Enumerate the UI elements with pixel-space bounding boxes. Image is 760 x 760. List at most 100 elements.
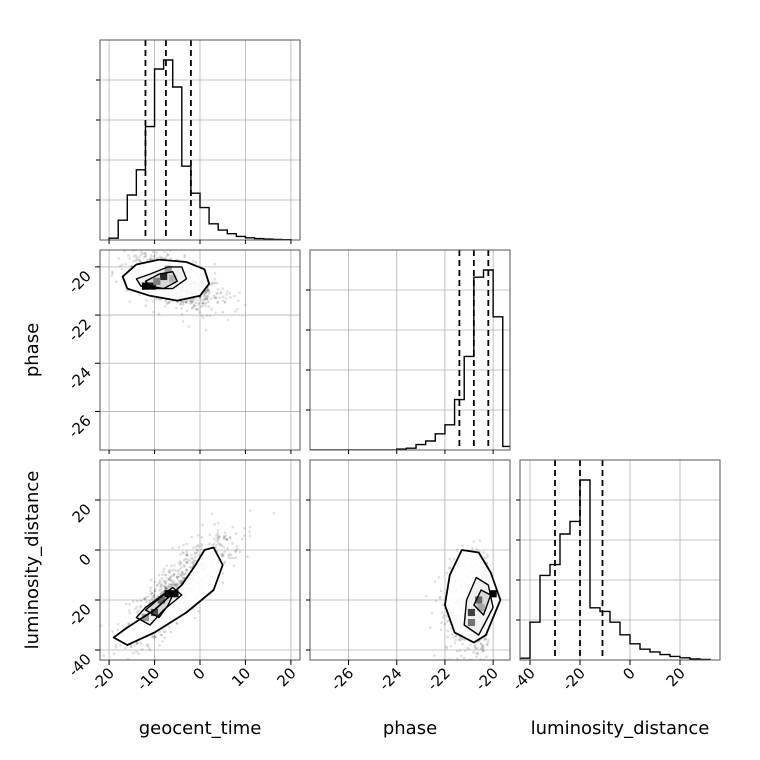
scatter-point [194,261,198,264]
scatter-point [229,556,233,560]
scatter-point [242,534,246,537]
scatter-point [152,594,156,598]
scatter-point [148,648,152,652]
scatter-point [185,542,189,546]
scatter-point [233,294,236,298]
scatter-point [114,643,118,647]
scatter-point [472,650,475,654]
scatter-point [206,294,210,298]
scatter-point [202,316,205,320]
scatter-point [154,635,158,639]
y-tick-label: 20 [69,500,95,526]
contour-line [473,589,492,616]
scatter-point [168,585,171,589]
scatter-point [162,590,166,593]
scatter-point [118,264,122,268]
scatter-point [194,307,198,311]
scatter-point [193,616,197,620]
scatter-point [123,250,126,253]
scatter-point [164,574,168,577]
scatter-point [215,281,219,285]
scatter-point [153,636,156,639]
panel-frame [309,249,511,451]
scatter-point [135,650,138,654]
scatter-point [140,648,144,651]
scatter-point [485,655,488,659]
scatter-point [458,649,462,652]
scatter-point [210,281,214,285]
scatter-point [144,596,148,599]
scatter-point [221,295,225,299]
scatter-point [110,274,114,277]
scatter-point [128,257,132,260]
scatter-point [188,565,192,569]
scatter-point [135,641,139,645]
scatter-point [157,581,161,585]
scatter-point [177,546,181,549]
scatter-point [163,580,167,583]
scatter-point [194,301,198,305]
panel-joint1 [100,460,300,660]
scatter-point [153,590,157,593]
scatter-point [128,602,131,606]
scatter-point [137,293,141,296]
scatter-point [452,635,455,639]
scatter-point [162,584,165,588]
scatter-point [133,643,136,647]
scatter-point [163,636,166,639]
scatter-point [195,548,199,551]
density-cell [141,613,150,622]
scatter-point [127,254,130,257]
scatter-point [164,586,168,590]
scatter-point [155,256,159,260]
scatter-point [213,523,216,526]
scatter-point [479,642,483,645]
panel-hist1 [310,250,510,450]
scatter-point [184,301,188,305]
scatter-point [176,575,179,579]
scatter-point [180,313,184,316]
scatter-point [438,596,442,600]
scatter-point [120,267,124,271]
scatter-point [159,633,163,636]
x-label-geocent-time: geocent_time [139,718,262,739]
scatter-point [441,616,445,620]
y-tick-label: -24 [65,363,95,393]
scatter-point [145,244,148,247]
scatter-point [143,252,147,255]
scatter-point [221,554,224,557]
panel-joint2 [310,460,510,660]
scatter-point [222,537,226,541]
scatter-point [206,288,210,292]
scatter-point [475,655,478,659]
scatter-point [152,594,156,598]
scatter-point [217,300,220,304]
scatter-point [133,607,137,611]
scatter-point [442,613,446,617]
scatter-point [453,557,456,561]
scatter-point [213,272,217,275]
scatter-point [217,538,221,542]
scatter-point [159,584,163,587]
scatter-point [164,573,167,576]
scatter-point [125,602,128,606]
scatter-point [161,573,164,577]
scatter-point [192,563,195,566]
scatter-point [151,250,155,254]
scatter-point [479,647,483,651]
scatter-point [169,579,173,582]
scatter-point [221,299,225,302]
scatter-point [445,571,449,575]
scatter-point [463,649,467,653]
scatter-point [162,630,166,634]
scatter-point [196,307,199,311]
scatter-point [448,566,451,570]
scatter-point [445,646,449,650]
scatter-point [234,556,238,559]
scatter-point [168,570,171,574]
x-tick-label: -20 [88,664,118,694]
scatter-point [146,247,149,250]
scatter-point [209,297,213,300]
scatter-point [168,300,171,304]
